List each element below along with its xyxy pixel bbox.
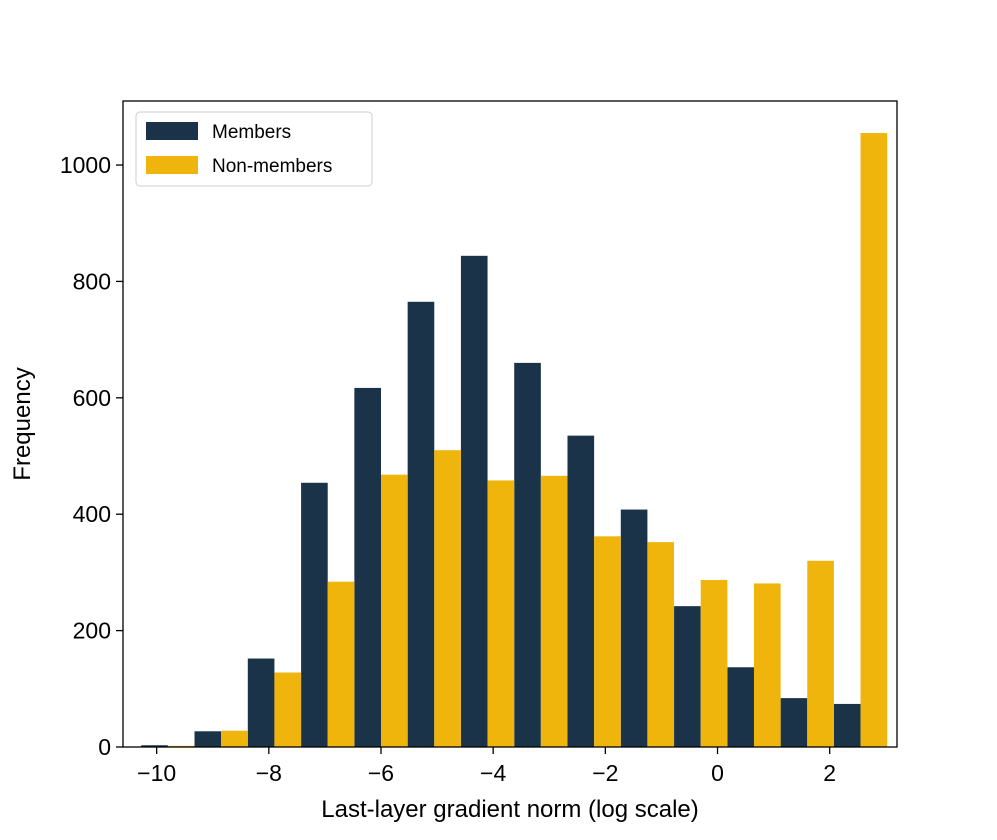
bar-members-10 [674, 606, 701, 747]
bar-non-members-7 [540, 475, 568, 747]
y-tick-label-3: 600 [73, 385, 111, 411]
bar-members-0 [141, 745, 168, 747]
plot-frame [122, 100, 898, 748]
bar-non-members-6 [487, 480, 515, 747]
y-tick-label-4: 800 [73, 268, 111, 294]
y-axis-label: Frequency [9, 367, 36, 480]
bar-non-members-9 [647, 542, 675, 747]
bar-members-3 [301, 482, 328, 747]
x-tick-label-5: 0 [711, 760, 724, 786]
bar-members-6 [460, 255, 488, 747]
bar-non-members-10 [700, 579, 728, 747]
bar-non-members-3 [327, 581, 355, 747]
x-tick-label-6: 2 [823, 760, 836, 786]
x-tick-label-2: −6 [368, 760, 394, 786]
y-axis: 0 200 400 600 800 1000 [60, 152, 123, 760]
legend-label-non-members: Non-members [212, 156, 332, 177]
x-tick-label-0: −10 [137, 760, 176, 786]
legend-label-members: Members [212, 122, 291, 143]
legend-swatch-non-members [146, 156, 198, 174]
bar-non-members-2 [274, 672, 302, 747]
bar-members-1 [194, 731, 222, 747]
bar-members-2 [247, 658, 275, 747]
bar-members-11 [727, 667, 754, 747]
bar-non-members-1 [221, 730, 248, 747]
y-tick-label-2: 400 [73, 501, 111, 527]
x-axis-label: Last-layer gradient norm (log scale) [321, 796, 699, 823]
y-tick-label-0: 0 [98, 734, 111, 760]
bar-members-7 [514, 362, 541, 747]
bar-members-8 [567, 435, 595, 747]
bar-non-members-13 [860, 133, 888, 747]
bar-non-members-11 [753, 583, 781, 747]
bar-non-members-8 [594, 536, 621, 747]
legend: Members Non-members [135, 111, 373, 187]
bar-members-4 [354, 387, 381, 747]
y-tick-label-1: 200 [73, 618, 111, 644]
x-axis: −10 −8 −6 −4 −2 0 2 [137, 747, 836, 786]
y-tick-label-5: 1000 [60, 152, 111, 178]
bar-members-12 [780, 698, 808, 747]
x-tick-label-4: −2 [592, 760, 618, 786]
bar-members-9 [620, 509, 648, 747]
bar-non-members-4 [381, 474, 408, 747]
x-tick-label-1: −8 [256, 760, 282, 786]
bar-members-13 [833, 703, 861, 747]
bar-non-members-12 [807, 560, 834, 747]
bars-layer [141, 133, 888, 747]
x-tick-label-3: −4 [480, 760, 506, 786]
legend-swatch-members [146, 122, 198, 140]
bar-members-5 [407, 301, 435, 747]
bar-non-members-5 [434, 450, 461, 747]
